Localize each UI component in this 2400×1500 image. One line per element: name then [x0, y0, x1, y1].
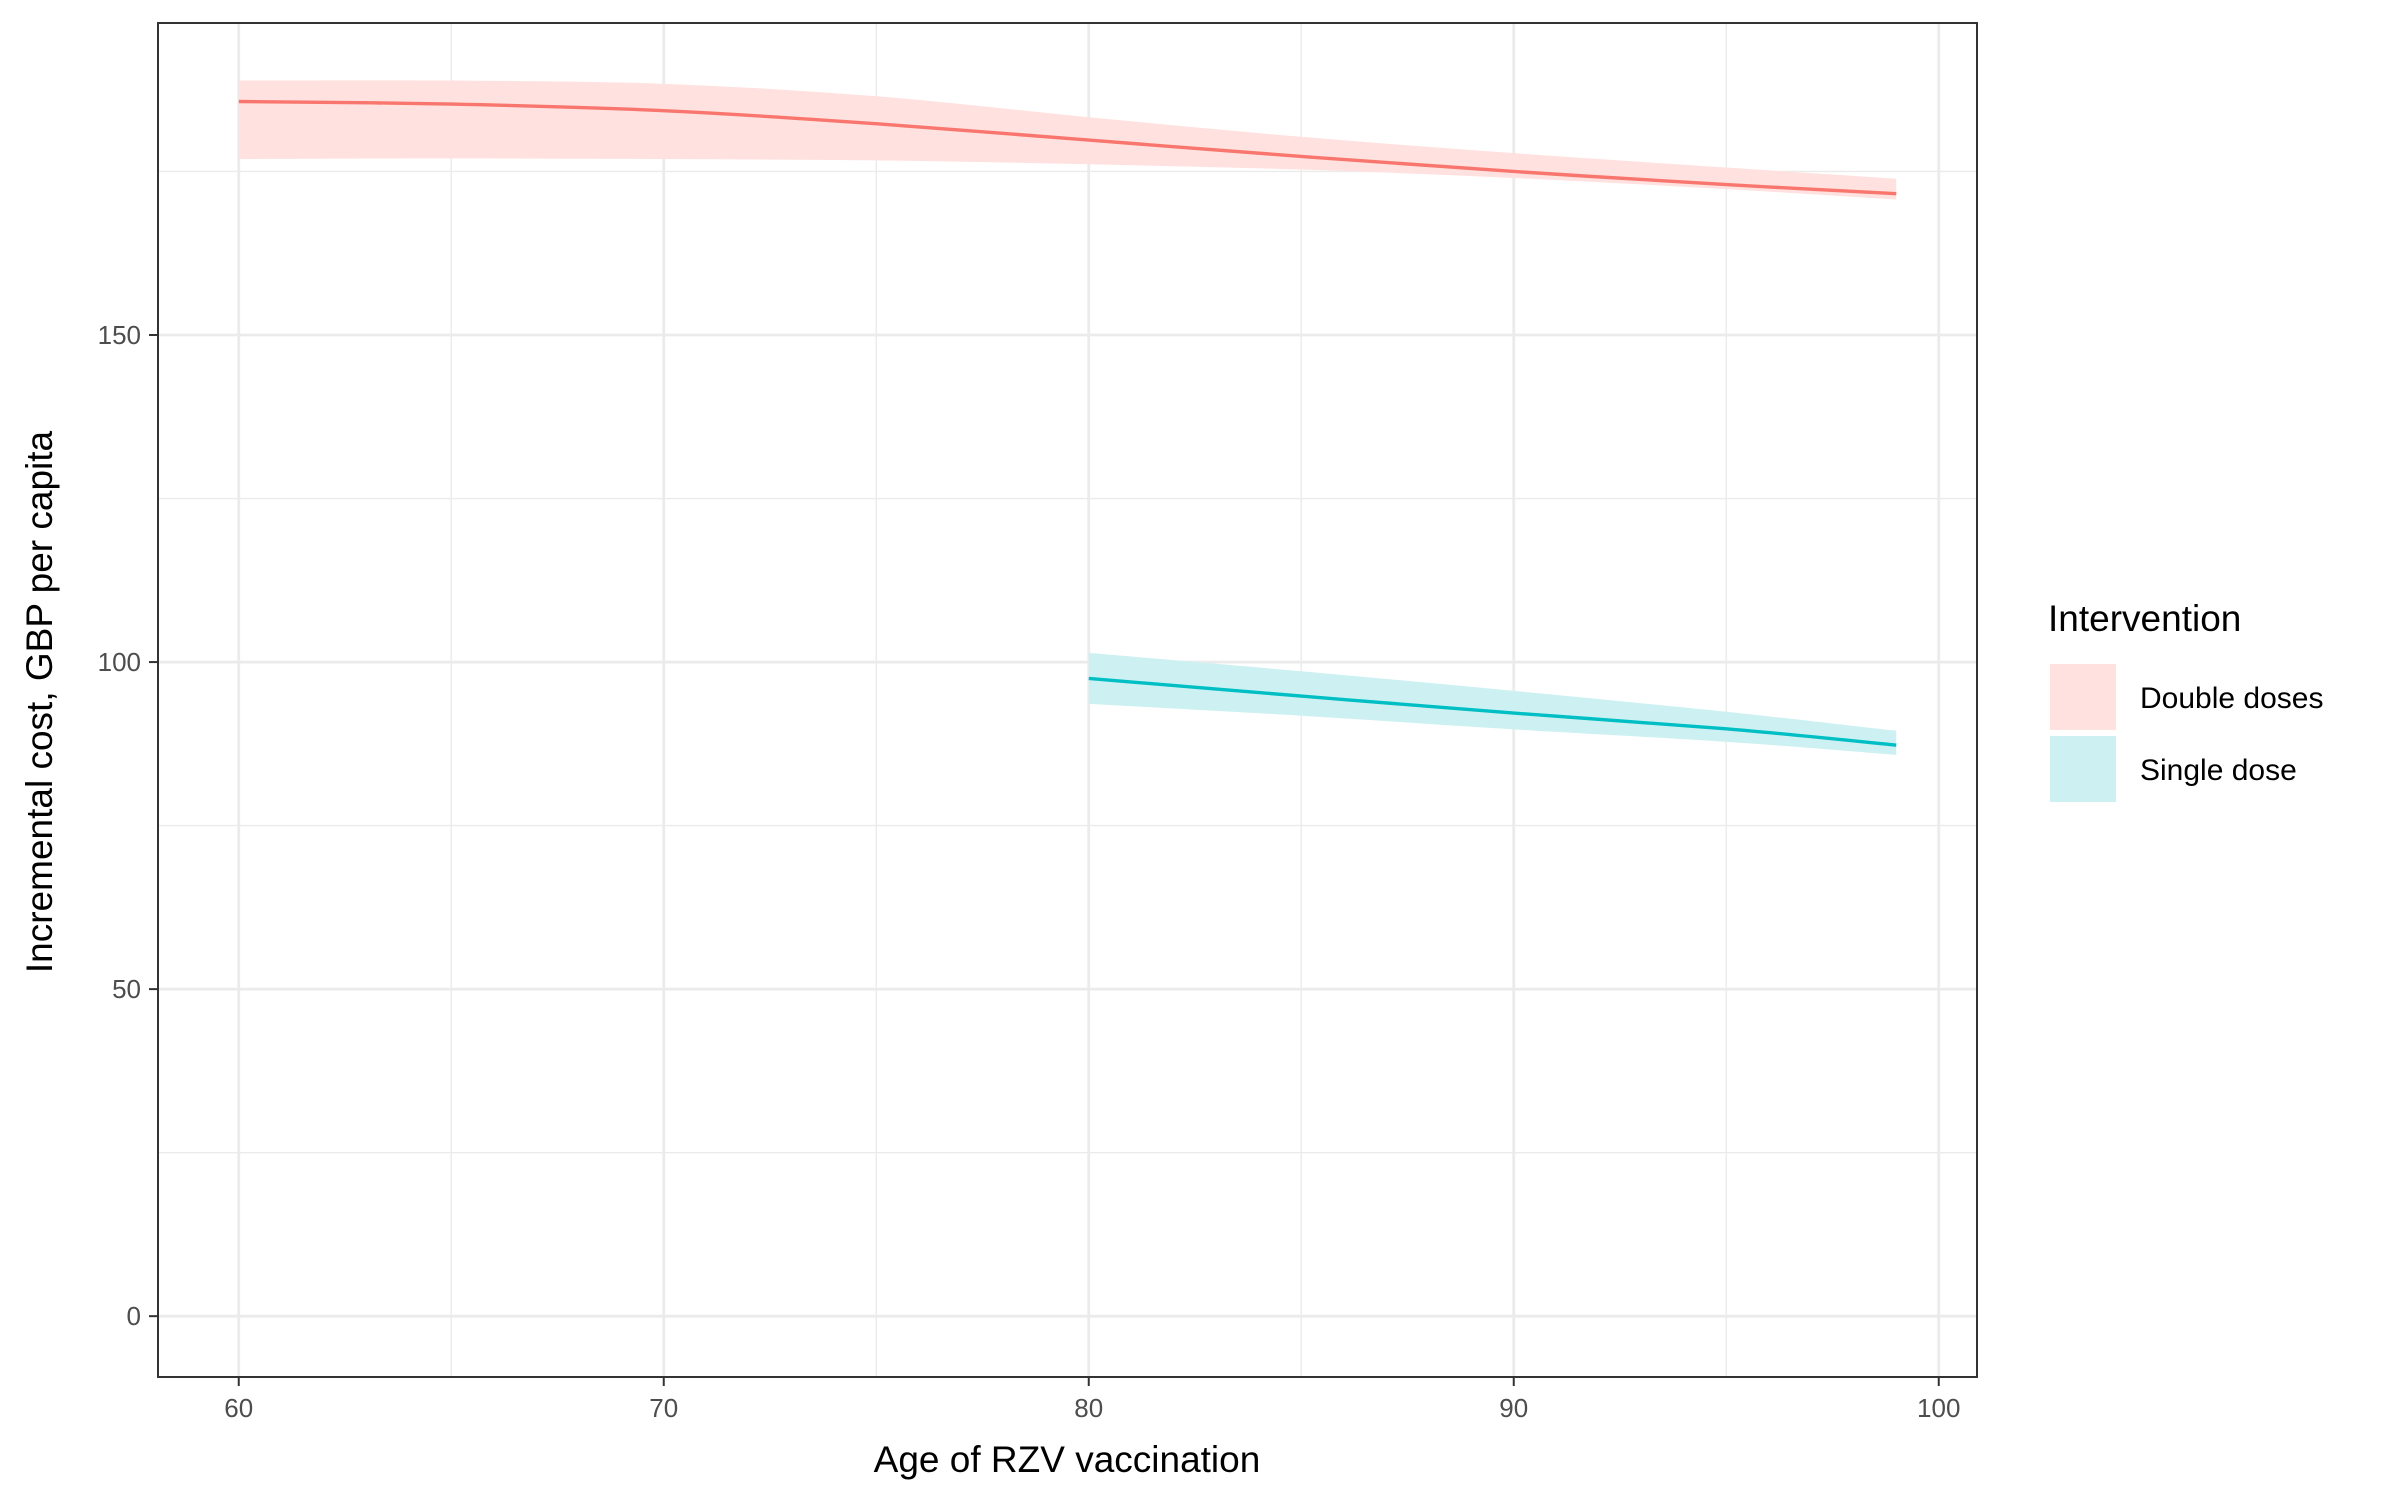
legend: Intervention Double doses Single dose [2048, 598, 2323, 802]
legend-title: Intervention [2048, 598, 2241, 639]
line-single-dose [1088, 676, 1897, 747]
grid-minor [158, 23, 1977, 1377]
x-tick-label: 60 [224, 1393, 253, 1423]
x-tick-label: 80 [1074, 1393, 1103, 1423]
x-tick-label: 90 [1499, 1393, 1528, 1423]
y-tick-label: 100 [98, 647, 141, 677]
y-axis: 0 50 100 150 [98, 320, 158, 1331]
y-tick-label: 150 [98, 320, 141, 350]
y-tick-label: 50 [112, 974, 141, 1004]
x-tick-label: 100 [1917, 1393, 1960, 1423]
grid-major [158, 23, 1977, 1377]
series-lines [238, 99, 1897, 747]
x-tick-label: 70 [649, 1393, 678, 1423]
y-tick-label: 0 [127, 1301, 141, 1331]
y-axis-title: Incremental cost, GBP per capita [19, 430, 60, 973]
legend-label-single-dose: Single dose [2140, 754, 2297, 787]
ribbon-single-dose [1088, 652, 1897, 755]
panel-border [157, 22, 1978, 1378]
x-axis-title: Age of RZV vaccination [874, 1439, 1261, 1480]
line-double-doses [238, 99, 1897, 196]
x-axis: 60 70 80 90 100 [224, 1377, 1960, 1423]
legend-label-double-doses: Double doses [2140, 682, 2323, 715]
legend-items: Double doses Single dose [2050, 664, 2323, 802]
